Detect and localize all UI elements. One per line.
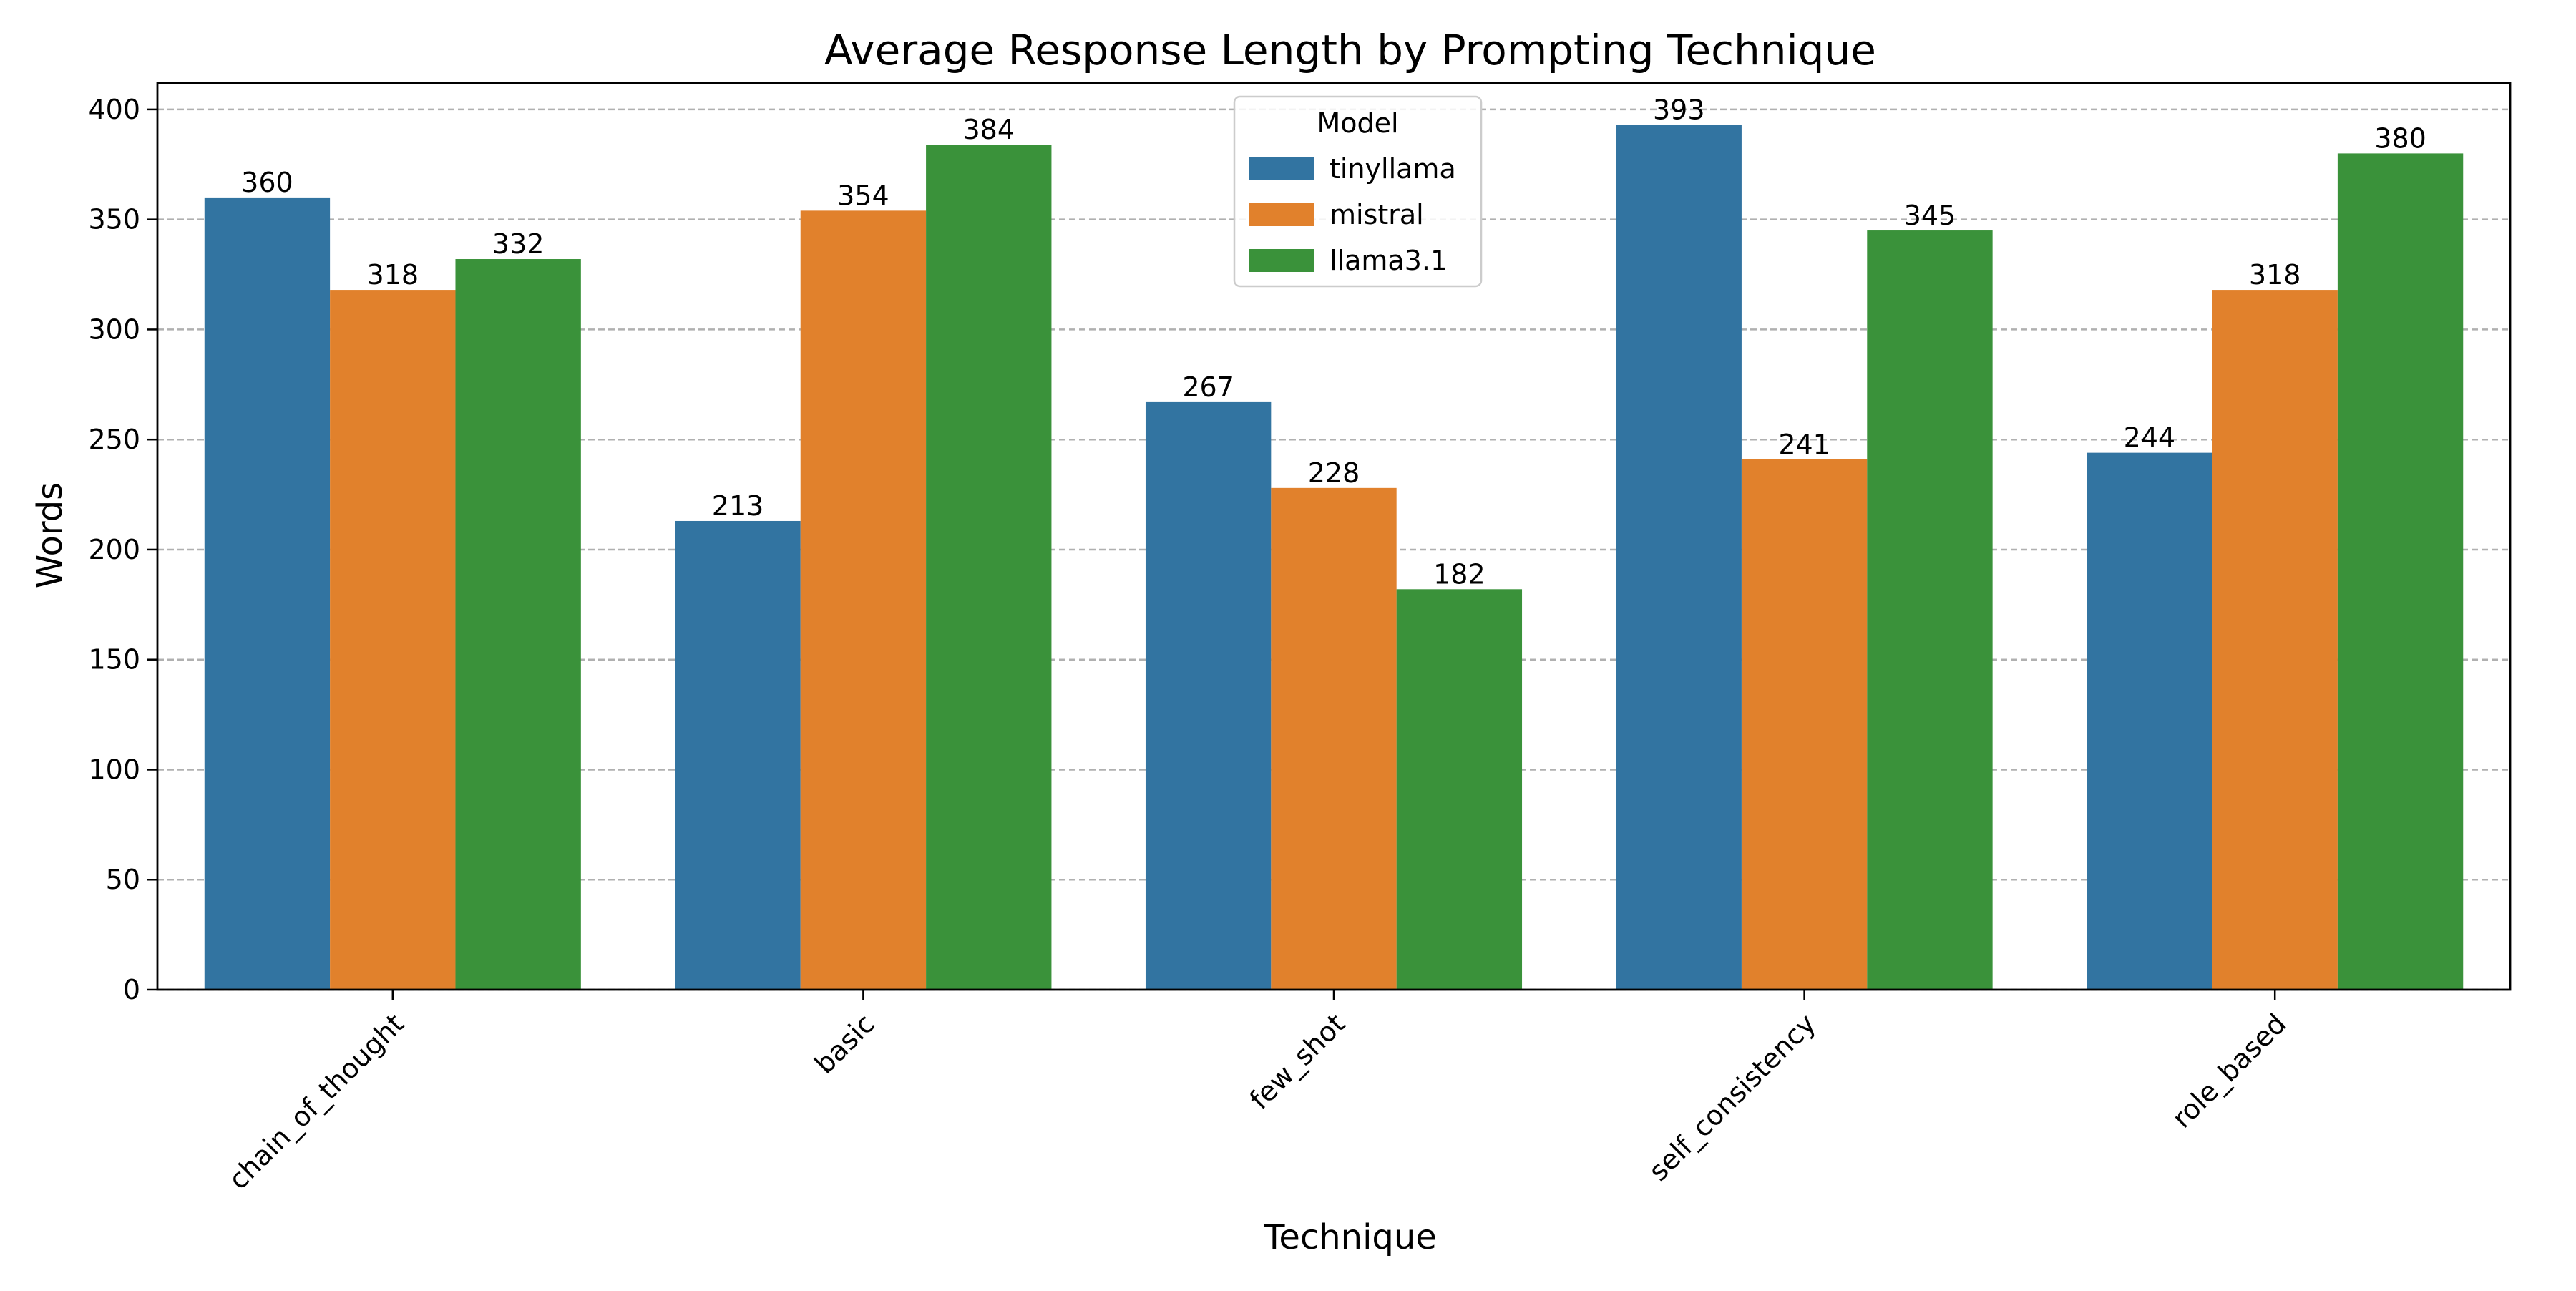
bar-value-label: 360 — [241, 167, 293, 198]
bar-llama3-1-role-based — [2337, 153, 2464, 990]
bar-tinyllama-few-shot — [1145, 401, 1272, 990]
y-tick-label: 300 — [88, 313, 140, 345]
y-tick-label: 100 — [88, 754, 140, 785]
bars — [204, 125, 2464, 990]
bar-value-label: 332 — [492, 228, 545, 260]
bar-value-label: 182 — [1433, 558, 1485, 590]
bar-mistral-chain-of-thought — [330, 290, 456, 990]
legend-label: mistral — [1330, 199, 1424, 230]
bar-value-label: 354 — [837, 180, 889, 211]
bar-mistral-self-consistency — [1741, 459, 1868, 990]
y-axis-label: Words — [30, 482, 70, 588]
bar-value-label: 267 — [1182, 371, 1234, 403]
bar-value-label: 318 — [367, 259, 419, 291]
y-tick-label: 150 — [88, 644, 140, 676]
legend-label: tinyllama — [1330, 153, 1456, 185]
legend-swatch — [1249, 157, 1314, 180]
y-tick-label: 50 — [106, 864, 140, 895]
bar-llama3-1-self-consistency — [1867, 230, 1993, 990]
bar-tinyllama-basic — [675, 520, 801, 990]
bar-llama3-1-few-shot — [1396, 589, 1523, 990]
bar-tinyllama-chain-of-thought — [204, 197, 331, 990]
legend-title: Model — [1317, 107, 1398, 139]
bar-value-label: 345 — [1904, 200, 1956, 231]
bar-value-label: 244 — [2124, 422, 2176, 454]
bar-mistral-few-shot — [1271, 487, 1397, 990]
y-tick-label: 250 — [88, 424, 140, 455]
bar-tinyllama-role-based — [2087, 452, 2212, 990]
bar-mistral-role-based — [2212, 290, 2338, 990]
chart-title: Average Response Length by Prompting Tec… — [824, 26, 1876, 74]
bar-tinyllama-self-consistency — [1616, 125, 1742, 990]
bar-value-label: 318 — [2249, 259, 2301, 291]
y-tick-label: 0 — [123, 974, 140, 1005]
bar-value-label: 380 — [2374, 122, 2426, 154]
bar-value-label: 393 — [1653, 94, 1705, 125]
bar-value-label: 213 — [712, 490, 764, 522]
bar-mistral-basic — [800, 210, 927, 990]
legend-swatch — [1249, 203, 1314, 226]
bar-llama3-1-basic — [926, 145, 1052, 990]
y-tick-label: 400 — [88, 94, 140, 125]
y-tick-label: 350 — [88, 204, 140, 235]
legend-swatch — [1249, 249, 1314, 272]
bar-llama3-1-chain-of-thought — [455, 259, 581, 990]
legend-box — [1233, 95, 1483, 288]
bar-value-label: 241 — [1778, 429, 1830, 460]
x-axis-label: Technique — [1263, 1217, 1437, 1257]
bar-value-label: 384 — [962, 114, 1015, 145]
legend: Model tinyllama mistral llama3.1 — [1233, 95, 1483, 288]
legend-label: llama3.1 — [1330, 245, 1448, 276]
y-tick-label: 200 — [88, 534, 140, 565]
data-labels: 360 213 267 393 244 318 354 228 241 318 332 384 182 3… — [241, 94, 2426, 590]
bar-value-label: 228 — [1308, 457, 1360, 489]
